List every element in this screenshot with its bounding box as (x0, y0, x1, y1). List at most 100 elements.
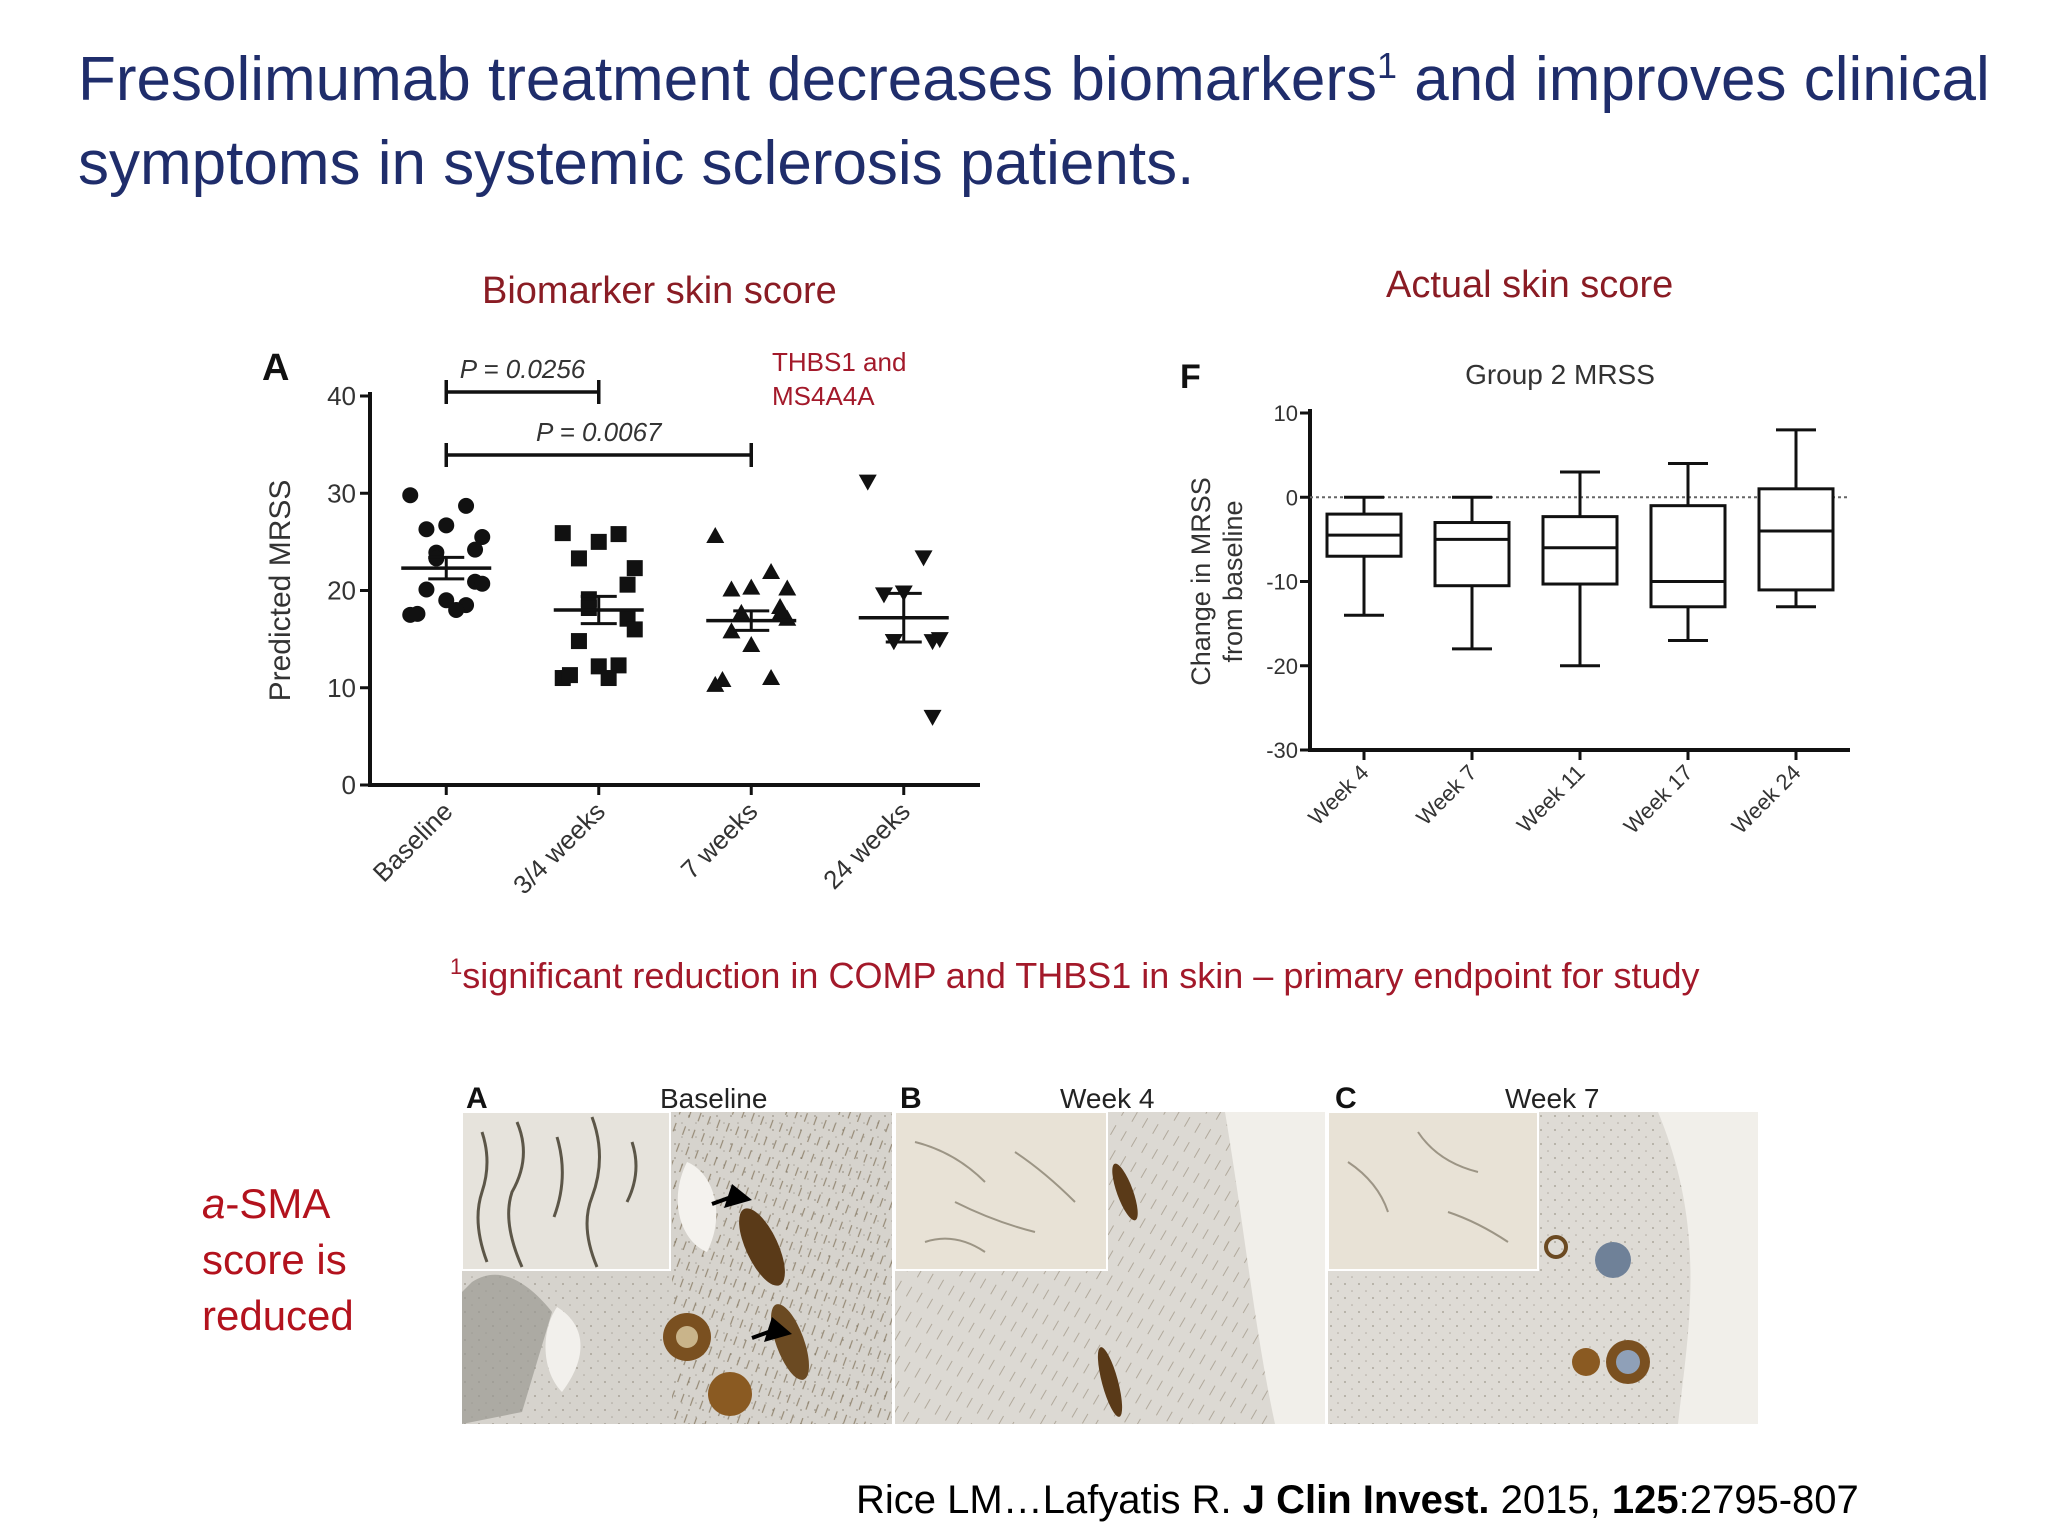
data-point (409, 605, 426, 622)
histology-image-baseline (462, 1112, 892, 1424)
x-tick-label: Week 24 (1727, 760, 1806, 839)
sma-line3: reduced (202, 1292, 354, 1339)
data-point (554, 525, 571, 542)
x-tick-label: 7 weeks (675, 796, 764, 885)
p-value-label: P = 0.0067 (536, 417, 663, 447)
footnote-superscript: 1 (450, 954, 463, 979)
data-point (474, 575, 491, 592)
data-point (713, 670, 732, 687)
title-superscript: 1 (1377, 45, 1398, 86)
citation-authors: Rice LM…Lafyatis R. (856, 1478, 1243, 1522)
gene-note-line1: THBS1 and (772, 347, 907, 377)
data-point (619, 576, 636, 593)
histology-letter-b: B (900, 1082, 922, 1115)
y-tick-label: 30 (327, 478, 356, 508)
data-point (626, 560, 643, 577)
data-point (610, 657, 627, 674)
title-part1: Fresolimumab treatment decreases biomark… (78, 45, 1378, 114)
data-point (858, 474, 877, 491)
x-tick-label: Week 4 (1303, 760, 1373, 830)
y-tick-label: 10 (327, 673, 356, 703)
citation-journal: J Clin Invest. (1242, 1478, 1490, 1522)
box-iqr (1757, 487, 1835, 592)
y-tick-label: 10 (1274, 401, 1298, 426)
p-value-label: P = 0.0256 (460, 354, 586, 384)
data-point (914, 550, 933, 567)
box-iqr (1649, 504, 1727, 609)
slide-title: Fresolimumab treatment decreases biomark… (78, 38, 2018, 206)
data-point (448, 601, 465, 618)
x-tick-label: Baseline (367, 796, 459, 888)
data-point (742, 635, 761, 652)
data-point (438, 517, 455, 534)
histology-image-week4 (895, 1112, 1325, 1424)
sma-line1-rest: -SMA (225, 1180, 331, 1227)
actual-score-section-title: Actual skin score (1386, 264, 1674, 306)
y-tick-label: 0 (1286, 485, 1298, 510)
footnote-text: significant reduction in COMP and THBS1 … (462, 955, 1700, 996)
boxplot-title: Group 2 MRSS (1465, 359, 1655, 390)
x-tick-label: Week 17 (1619, 760, 1698, 839)
y-axis-label: Predicted MRSS (264, 480, 297, 702)
histology-image-week7 (1328, 1112, 1758, 1424)
histology-headers: A Baseline B Week 4 C Week 7 (466, 1082, 1599, 1115)
data-point (418, 521, 435, 538)
biomarker-section-title: Biomarker skin score (482, 270, 837, 312)
data-point (458, 497, 475, 514)
histology-letter-c: C (1335, 1082, 1357, 1115)
data-point (561, 667, 578, 684)
panel-letter-f: F (1180, 358, 1201, 396)
citation-pages: :2795-807 (1678, 1478, 1859, 1522)
data-point (570, 633, 587, 650)
sma-label: a-SMA score is reduced (202, 1176, 354, 1344)
data-point (626, 621, 643, 638)
y-axis-label-line1: Change in MRSS (1186, 477, 1216, 686)
sma-line2: score is (202, 1236, 347, 1283)
x-tick-label: 24 weeks (817, 796, 916, 895)
data-point (722, 622, 741, 639)
data-point (570, 550, 587, 567)
gene-note: THBS1 and MS4A4A (772, 345, 906, 413)
data-point (923, 634, 942, 651)
y-axis-label-line2: from baseline (1218, 500, 1248, 662)
data-point (467, 541, 484, 558)
y-tick-label: -30 (1266, 738, 1298, 763)
mrss-change-boxplot-chart: F Group 2 MRSS -30 -20 -10 0 10 Change in MRSS f… (1180, 358, 1850, 839)
data-point (742, 578, 761, 595)
sma-alpha: a (202, 1180, 226, 1227)
data-point (438, 592, 455, 609)
data-point (418, 581, 435, 598)
data-point (923, 709, 942, 726)
box-iqr (1433, 521, 1511, 588)
histology-label-week4: Week 4 (1060, 1083, 1154, 1114)
gene-note-line2: MS4A4A (772, 381, 875, 411)
title-part2: and improves clinical symptoms in system… (78, 45, 1990, 198)
data-point (580, 600, 597, 617)
histology-label-week7: Week 7 (1505, 1083, 1599, 1114)
y-tick-label: -20 (1266, 654, 1298, 679)
panel-letter-a: A (262, 347, 289, 389)
data-point (706, 527, 725, 544)
data-point (610, 526, 627, 543)
data-point (874, 587, 893, 604)
data-point (402, 487, 419, 504)
data-point (778, 579, 797, 596)
histology-label-baseline: Baseline (660, 1083, 767, 1114)
citation-volume: 125 (1611, 1478, 1679, 1522)
data-point (762, 669, 781, 686)
citation-year: 2015, (1489, 1478, 1612, 1522)
data-point (600, 670, 617, 687)
data-point (590, 533, 607, 550)
x-tick-label: Week 7 (1411, 760, 1481, 830)
box-iqr (1541, 515, 1619, 586)
data-point (474, 529, 491, 546)
predicted-mrss-scatter-chart: A 0 10 20 30 40 Predicted MRSS Baseline 3/4 week… (262, 347, 980, 900)
y-tick-label: 20 (327, 576, 356, 606)
citation: Rice LM…Lafyatis R. J Clin Invest. 2015,… (856, 1478, 1859, 1523)
sma-line1: a-SMA (202, 1176, 354, 1232)
histology-letter-a: A (466, 1082, 488, 1115)
data-point (722, 580, 741, 597)
data-point (762, 563, 781, 580)
y-tick-label: 40 (327, 381, 356, 411)
x-tick-label: Week 11 (1512, 760, 1590, 838)
